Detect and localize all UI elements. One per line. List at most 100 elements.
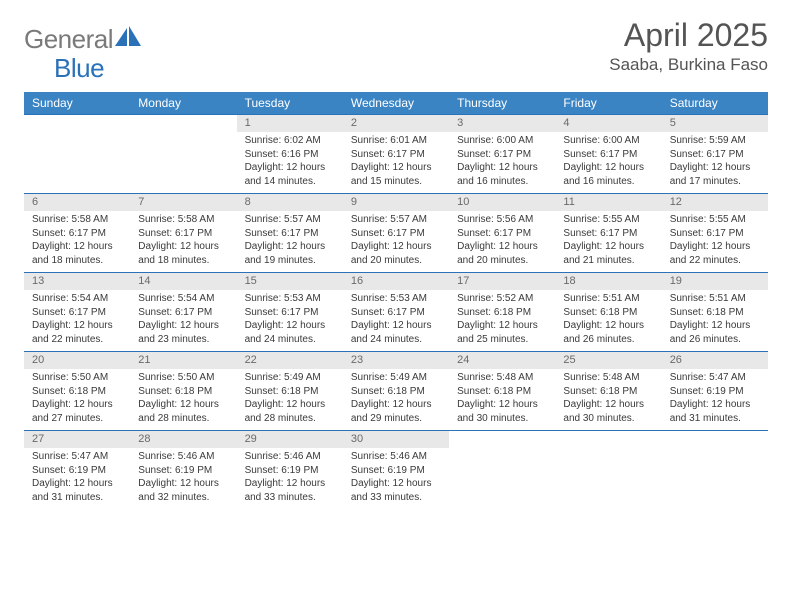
- calendar-cell: 2Sunrise: 6:01 AMSunset: 6:17 PMDaylight…: [343, 115, 449, 194]
- day-number: 18: [555, 273, 661, 290]
- calendar-cell: 14Sunrise: 5:54 AMSunset: 6:17 PMDayligh…: [130, 273, 236, 352]
- calendar-cell: 10Sunrise: 5:56 AMSunset: 6:17 PMDayligh…: [449, 194, 555, 273]
- day-number: 23: [343, 352, 449, 369]
- day-number: 30: [343, 431, 449, 448]
- day-number: 22: [237, 352, 343, 369]
- day-details: Sunrise: 5:50 AMSunset: 6:18 PMDaylight:…: [24, 369, 130, 429]
- day-details: Sunrise: 5:55 AMSunset: 6:17 PMDaylight:…: [662, 211, 768, 271]
- day-number: 10: [449, 194, 555, 211]
- calendar-cell: 11Sunrise: 5:55 AMSunset: 6:17 PMDayligh…: [555, 194, 661, 273]
- day-details: Sunrise: 6:02 AMSunset: 6:16 PMDaylight:…: [237, 132, 343, 192]
- day-details: Sunrise: 5:51 AMSunset: 6:18 PMDaylight:…: [662, 290, 768, 350]
- day-details: Sunrise: 5:53 AMSunset: 6:17 PMDaylight:…: [237, 290, 343, 350]
- calendar-cell: 22Sunrise: 5:49 AMSunset: 6:18 PMDayligh…: [237, 352, 343, 431]
- day-number: 17: [449, 273, 555, 290]
- day-details: Sunrise: 5:59 AMSunset: 6:17 PMDaylight:…: [662, 132, 768, 192]
- calendar-table: SundayMondayTuesdayWednesdayThursdayFrid…: [24, 92, 768, 509]
- calendar-cell: [662, 431, 768, 510]
- calendar-cell: 5Sunrise: 5:59 AMSunset: 6:17 PMDaylight…: [662, 115, 768, 194]
- calendar-cell: 23Sunrise: 5:49 AMSunset: 6:18 PMDayligh…: [343, 352, 449, 431]
- calendar-cell: [449, 431, 555, 510]
- calendar-cell: 19Sunrise: 5:51 AMSunset: 6:18 PMDayligh…: [662, 273, 768, 352]
- day-details: Sunrise: 5:54 AMSunset: 6:17 PMDaylight:…: [130, 290, 236, 350]
- day-header: Friday: [555, 92, 661, 115]
- brand-part2: Blue: [54, 53, 104, 83]
- brand-part1: General: [24, 24, 113, 54]
- day-details: Sunrise: 5:48 AMSunset: 6:18 PMDaylight:…: [449, 369, 555, 429]
- day-number: 20: [24, 352, 130, 369]
- day-number: 8: [237, 194, 343, 211]
- day-number: 25: [555, 352, 661, 369]
- day-details: Sunrise: 5:57 AMSunset: 6:17 PMDaylight:…: [237, 211, 343, 271]
- day-number: 2: [343, 115, 449, 132]
- day-number: 13: [24, 273, 130, 290]
- calendar-week-row: 20Sunrise: 5:50 AMSunset: 6:18 PMDayligh…: [24, 352, 768, 431]
- calendar-cell: 21Sunrise: 5:50 AMSunset: 6:18 PMDayligh…: [130, 352, 236, 431]
- calendar-cell: [130, 115, 236, 194]
- day-number: 28: [130, 431, 236, 448]
- calendar-cell: 24Sunrise: 5:48 AMSunset: 6:18 PMDayligh…: [449, 352, 555, 431]
- day-number: 21: [130, 352, 236, 369]
- day-number: 11: [555, 194, 661, 211]
- day-details: Sunrise: 5:58 AMSunset: 6:17 PMDaylight:…: [130, 211, 236, 271]
- day-details: Sunrise: 5:54 AMSunset: 6:17 PMDaylight:…: [24, 290, 130, 350]
- day-details: Sunrise: 5:49 AMSunset: 6:18 PMDaylight:…: [343, 369, 449, 429]
- day-number: 24: [449, 352, 555, 369]
- day-number: 7: [130, 194, 236, 211]
- calendar-cell: 15Sunrise: 5:53 AMSunset: 6:17 PMDayligh…: [237, 273, 343, 352]
- day-number: 26: [662, 352, 768, 369]
- calendar-cell: 26Sunrise: 5:47 AMSunset: 6:19 PMDayligh…: [662, 352, 768, 431]
- day-details: Sunrise: 5:47 AMSunset: 6:19 PMDaylight:…: [662, 369, 768, 429]
- calendar-cell: 6Sunrise: 5:58 AMSunset: 6:17 PMDaylight…: [24, 194, 130, 273]
- day-details: Sunrise: 5:46 AMSunset: 6:19 PMDaylight:…: [237, 448, 343, 508]
- calendar-cell: 8Sunrise: 5:57 AMSunset: 6:17 PMDaylight…: [237, 194, 343, 273]
- calendar-cell: [24, 115, 130, 194]
- day-number: 12: [662, 194, 768, 211]
- calendar-cell: 1Sunrise: 6:02 AMSunset: 6:16 PMDaylight…: [237, 115, 343, 194]
- day-details: Sunrise: 5:51 AMSunset: 6:18 PMDaylight:…: [555, 290, 661, 350]
- day-header: Wednesday: [343, 92, 449, 115]
- day-header: Monday: [130, 92, 236, 115]
- day-number: 5: [662, 115, 768, 132]
- day-details: Sunrise: 5:49 AMSunset: 6:18 PMDaylight:…: [237, 369, 343, 429]
- calendar-header-row: SundayMondayTuesdayWednesdayThursdayFrid…: [24, 92, 768, 115]
- day-details: Sunrise: 6:00 AMSunset: 6:17 PMDaylight:…: [555, 132, 661, 192]
- day-details: Sunrise: 5:57 AMSunset: 6:17 PMDaylight:…: [343, 211, 449, 271]
- day-details: Sunrise: 6:00 AMSunset: 6:17 PMDaylight:…: [449, 132, 555, 192]
- day-number: 14: [130, 273, 236, 290]
- calendar-week-row: 1Sunrise: 6:02 AMSunset: 6:16 PMDaylight…: [24, 115, 768, 194]
- calendar-cell: 20Sunrise: 5:50 AMSunset: 6:18 PMDayligh…: [24, 352, 130, 431]
- day-number: 9: [343, 194, 449, 211]
- day-details: Sunrise: 5:53 AMSunset: 6:17 PMDaylight:…: [343, 290, 449, 350]
- day-header: Sunday: [24, 92, 130, 115]
- calendar-cell: 3Sunrise: 6:00 AMSunset: 6:17 PMDaylight…: [449, 115, 555, 194]
- calendar-cell: 29Sunrise: 5:46 AMSunset: 6:19 PMDayligh…: [237, 431, 343, 510]
- sail-icon: [115, 26, 143, 53]
- day-details: Sunrise: 5:52 AMSunset: 6:18 PMDaylight:…: [449, 290, 555, 350]
- calendar-week-row: 27Sunrise: 5:47 AMSunset: 6:19 PMDayligh…: [24, 431, 768, 510]
- day-details: Sunrise: 6:01 AMSunset: 6:17 PMDaylight:…: [343, 132, 449, 192]
- calendar-cell: 7Sunrise: 5:58 AMSunset: 6:17 PMDaylight…: [130, 194, 236, 273]
- day-number: 15: [237, 273, 343, 290]
- day-number: 27: [24, 431, 130, 448]
- day-details: Sunrise: 5:48 AMSunset: 6:18 PMDaylight:…: [555, 369, 661, 429]
- day-details: Sunrise: 5:47 AMSunset: 6:19 PMDaylight:…: [24, 448, 130, 508]
- location-subtitle: Saaba, Burkina Faso: [609, 55, 768, 75]
- day-number: 6: [24, 194, 130, 211]
- calendar-cell: 4Sunrise: 6:00 AMSunset: 6:17 PMDaylight…: [555, 115, 661, 194]
- brand-logo: General: [24, 24, 143, 55]
- calendar-cell: 17Sunrise: 5:52 AMSunset: 6:18 PMDayligh…: [449, 273, 555, 352]
- calendar-week-row: 13Sunrise: 5:54 AMSunset: 6:17 PMDayligh…: [24, 273, 768, 352]
- day-number: 29: [237, 431, 343, 448]
- day-header: Tuesday: [237, 92, 343, 115]
- day-details: Sunrise: 5:58 AMSunset: 6:17 PMDaylight:…: [24, 211, 130, 271]
- day-details: Sunrise: 5:46 AMSunset: 6:19 PMDaylight:…: [343, 448, 449, 508]
- day-number: 4: [555, 115, 661, 132]
- day-details: Sunrise: 5:55 AMSunset: 6:17 PMDaylight:…: [555, 211, 661, 271]
- calendar-cell: 13Sunrise: 5:54 AMSunset: 6:17 PMDayligh…: [24, 273, 130, 352]
- day-details: Sunrise: 5:50 AMSunset: 6:18 PMDaylight:…: [130, 369, 236, 429]
- calendar-cell: 27Sunrise: 5:47 AMSunset: 6:19 PMDayligh…: [24, 431, 130, 510]
- day-details: Sunrise: 5:46 AMSunset: 6:19 PMDaylight:…: [130, 448, 236, 508]
- day-header: Saturday: [662, 92, 768, 115]
- day-details: Sunrise: 5:56 AMSunset: 6:17 PMDaylight:…: [449, 211, 555, 271]
